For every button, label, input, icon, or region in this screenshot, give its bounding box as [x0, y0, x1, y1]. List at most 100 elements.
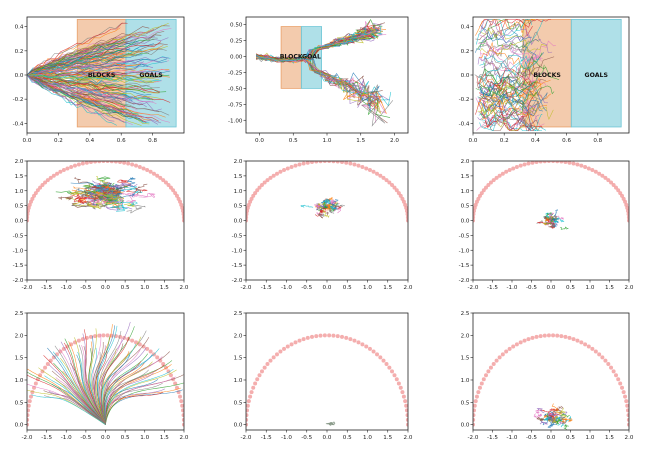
- trajectory: [560, 413, 570, 418]
- target-marker: [33, 381, 38, 386]
- trajectory: [101, 193, 121, 204]
- target-marker: [158, 175, 163, 180]
- target-marker: [394, 188, 399, 193]
- trajectory: [544, 216, 550, 223]
- target-marker: [30, 196, 35, 201]
- target-marker: [484, 373, 489, 378]
- target-marker: [251, 385, 256, 390]
- x-tick-label: -1.5: [41, 435, 52, 441]
- trajectory: [562, 418, 573, 423]
- target-marker: [118, 334, 123, 339]
- target-marker: [404, 205, 408, 210]
- y-tick-label: 1.5: [234, 174, 243, 180]
- x-tick-label: 0.4: [85, 138, 94, 144]
- target-marker: [58, 169, 63, 174]
- y-tick-label: 1.5: [15, 356, 24, 362]
- target-marker: [526, 161, 531, 166]
- y-tick-label: 0.2: [15, 49, 24, 55]
- x-tick-label: 0.5: [566, 285, 575, 291]
- y-tick-label: -1.00: [228, 118, 243, 124]
- target-marker: [364, 344, 369, 349]
- trajectory: [64, 338, 106, 425]
- target-marker: [626, 212, 629, 217]
- target-marker: [384, 178, 389, 183]
- trajectory: [27, 74, 162, 124]
- target-marker: [371, 169, 376, 174]
- y-tick-label: 0.5: [234, 400, 243, 406]
- target-marker: [274, 352, 279, 357]
- trajectory: [545, 220, 551, 226]
- trajectory: [480, 96, 534, 129]
- x-tick-label: -1.0: [507, 285, 518, 291]
- target-marker: [522, 162, 527, 167]
- target-marker: [626, 408, 629, 413]
- target-marker: [255, 188, 260, 193]
- target-marker: [616, 188, 621, 193]
- trajectory: [104, 354, 153, 425]
- target-marker: [27, 399, 32, 404]
- x-tick-label: 2.0: [625, 435, 634, 441]
- target-marker: [473, 202, 478, 207]
- plot-area: [255, 19, 394, 127]
- target-marker: [182, 422, 184, 427]
- target-marker: [145, 168, 150, 173]
- target-marker: [500, 171, 505, 176]
- trajectory: [69, 193, 87, 200]
- target-marker: [297, 338, 302, 343]
- target-marker: [246, 218, 248, 223]
- target-marker: [400, 390, 405, 395]
- target-marker: [318, 333, 323, 338]
- y-tick-label: 2.0: [461, 333, 470, 339]
- target-marker: [84, 161, 89, 165]
- panel-r2c1: -2.0 -1.5 -1.0 -0.5 0.0 0.5 1.0 1.5 2.0 -2.0 -1.5 -…: [13, 159, 189, 291]
- x-tick-label: -0.5: [80, 435, 91, 441]
- target-marker: [360, 342, 365, 347]
- zone-goals: [570, 19, 622, 128]
- target-marker: [507, 168, 512, 173]
- target-marker: [61, 168, 66, 173]
- trajectory: [71, 201, 89, 208]
- trajectory: [27, 61, 167, 76]
- target-marker: [494, 358, 499, 363]
- trajectory: [53, 362, 106, 425]
- target-marker: [392, 373, 397, 378]
- target-marker: [567, 335, 572, 340]
- trajectory: [552, 414, 563, 421]
- target-marker: [476, 196, 481, 201]
- trajectory: [125, 188, 148, 193]
- y-tick-label: 0.0: [15, 73, 24, 79]
- trajectory: [548, 416, 553, 421]
- x-tick-label: 1.5: [383, 285, 392, 291]
- trajectory: [97, 325, 118, 425]
- trajectory: [559, 410, 568, 416]
- target-marker: [246, 422, 248, 427]
- trajectory: [479, 78, 546, 105]
- trajectory: [55, 377, 106, 425]
- target-marker: [246, 408, 250, 413]
- target-marker: [314, 161, 319, 164]
- target-marker: [297, 162, 302, 167]
- trajectory: [481, 58, 540, 80]
- target-marker: [626, 417, 629, 422]
- trajectory: [330, 199, 335, 204]
- target-marker: [318, 161, 323, 164]
- target-marker: [255, 377, 260, 382]
- target-marker: [27, 403, 31, 408]
- x-tick-label: 2.0: [390, 138, 399, 144]
- panel-r3c2: -2.0 -1.5 -1.0 -0.5 0.0 0.5 1.0 1.5 2.0 0.0 0.5 1.0…: [234, 311, 413, 441]
- target-marker: [479, 191, 484, 196]
- target-marker: [265, 362, 270, 367]
- target-marker: [473, 413, 476, 418]
- y-tick-label: -0.75: [228, 102, 243, 108]
- target-marker: [182, 218, 184, 223]
- trajectory: [479, 19, 530, 43]
- y-tick-label: 1.5: [234, 356, 243, 362]
- trajectory: [95, 184, 111, 195]
- x-tick-label: -1.5: [261, 435, 272, 441]
- target-marker: [35, 188, 40, 193]
- target-marker: [530, 335, 535, 340]
- y-tick-label: -0.5: [13, 233, 24, 239]
- target-marker: [474, 394, 479, 399]
- trajectory: [329, 422, 334, 424]
- target-marker: [155, 173, 160, 178]
